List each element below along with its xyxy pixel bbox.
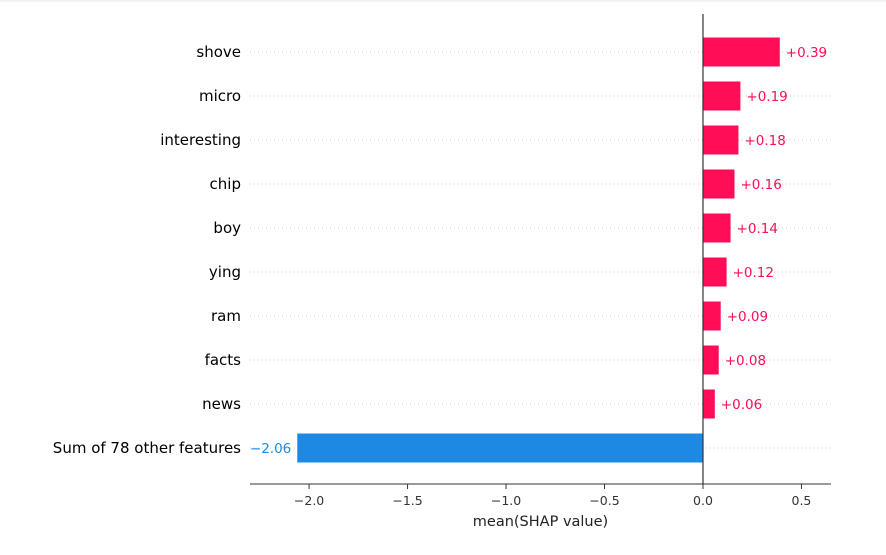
x-tick-label: 0.5 (792, 493, 812, 508)
bar-ying (702, 257, 727, 287)
bars-layer (297, 37, 780, 463)
category-label: boy (213, 219, 241, 237)
x-tick-label: −2.0 (294, 493, 324, 508)
category-label: ying (209, 263, 241, 281)
bar-sum-of-78-other-features (297, 433, 703, 463)
value-label: +0.16 (740, 177, 781, 193)
category-label: facts (205, 351, 242, 369)
value-label: +0.12 (733, 265, 774, 281)
value-label: +0.18 (744, 133, 785, 149)
x-axis-title: mean(SHAP value) (473, 514, 608, 530)
category-label: ram (211, 307, 241, 325)
bar-facts (702, 345, 719, 375)
x-tick-label: −0.5 (589, 493, 619, 508)
value-label: +0.14 (737, 221, 778, 237)
value-label: −2.06 (250, 441, 291, 457)
bar-chip (702, 169, 735, 199)
value-label: +0.09 (727, 309, 768, 325)
axis-layer: −2.0 −1.5 −1.0 −0.5 0.0 0.5 (250, 14, 831, 508)
category-label: micro (199, 87, 241, 105)
bar-boy (702, 213, 731, 243)
bar-micro (702, 81, 741, 111)
bar-ram (702, 301, 721, 331)
category-label: interesting (160, 131, 241, 149)
value-label: +0.19 (746, 89, 787, 105)
labels-layer: shove +0.39 micro +0.19 interesting +0.18 chip… (53, 43, 827, 457)
value-label: +0.39 (786, 45, 827, 61)
bar-interesting (702, 125, 739, 155)
category-label: chip (210, 175, 241, 193)
bar-shove (702, 37, 780, 67)
category-label: Sum of 78 other features (53, 439, 241, 457)
value-label: +0.08 (725, 353, 766, 369)
category-label: shove (196, 43, 241, 61)
value-label: +0.06 (721, 397, 762, 413)
category-label: news (202, 395, 241, 413)
grid-layer (250, 51, 831, 449)
x-tick-label: −1.0 (491, 493, 521, 508)
bar-news (702, 389, 715, 419)
x-tick-label: −1.5 (392, 493, 422, 508)
x-tick-label: 0.0 (693, 493, 713, 508)
